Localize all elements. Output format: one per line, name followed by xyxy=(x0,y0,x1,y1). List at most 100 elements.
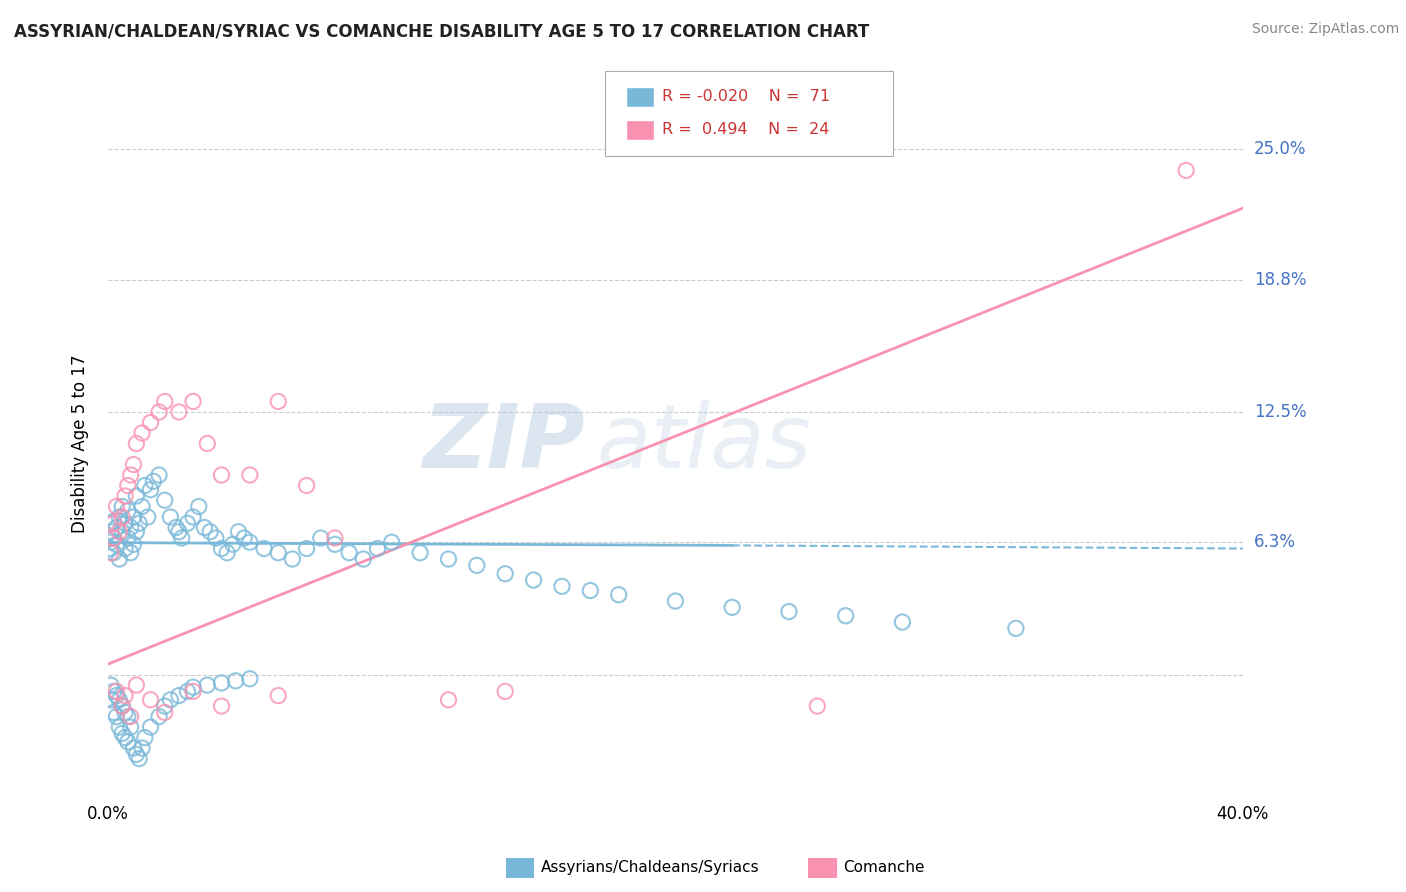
Point xyxy=(100,678,122,692)
Point xyxy=(267,546,290,560)
Point xyxy=(122,510,145,524)
Point xyxy=(117,735,139,749)
Text: ZIP: ZIP xyxy=(422,400,585,487)
Point xyxy=(153,699,176,714)
Point xyxy=(148,468,170,483)
Point xyxy=(139,720,162,734)
Point xyxy=(105,520,128,534)
Point xyxy=(239,672,262,686)
Point xyxy=(105,684,128,698)
Point xyxy=(721,600,744,615)
Point xyxy=(409,546,432,560)
Point xyxy=(108,720,131,734)
Point xyxy=(225,673,247,688)
Point xyxy=(148,405,170,419)
Point xyxy=(204,531,226,545)
Point xyxy=(381,535,404,549)
Point xyxy=(114,689,136,703)
Point xyxy=(579,583,602,598)
Point xyxy=(228,524,250,539)
Point xyxy=(139,483,162,497)
Point xyxy=(117,478,139,492)
Point xyxy=(211,468,233,483)
Point xyxy=(142,475,165,489)
Point xyxy=(114,516,136,531)
Point xyxy=(198,524,221,539)
Point xyxy=(111,510,134,524)
Point xyxy=(176,516,198,531)
Point xyxy=(1175,163,1198,178)
Point xyxy=(100,546,122,560)
Point xyxy=(100,524,122,539)
Point xyxy=(233,531,256,545)
Text: atlas: atlas xyxy=(596,401,811,486)
Point xyxy=(181,510,204,524)
Point xyxy=(222,537,245,551)
Point xyxy=(111,699,134,714)
Point xyxy=(120,520,142,534)
Point xyxy=(120,709,142,723)
Point xyxy=(128,516,150,531)
Point xyxy=(181,394,204,409)
Text: 25.0%: 25.0% xyxy=(1254,140,1306,159)
Point xyxy=(103,514,125,528)
Point xyxy=(100,535,122,549)
Point xyxy=(834,608,856,623)
Point xyxy=(165,520,187,534)
Point xyxy=(551,579,574,593)
Point xyxy=(153,394,176,409)
Text: R =  0.494    N =  24: R = 0.494 N = 24 xyxy=(662,122,830,136)
Point xyxy=(664,594,686,608)
Point xyxy=(159,510,181,524)
Point xyxy=(337,546,360,560)
Point xyxy=(105,689,128,703)
Text: 12.5%: 12.5% xyxy=(1254,403,1306,421)
Point xyxy=(108,510,131,524)
Point xyxy=(891,615,914,629)
Point xyxy=(111,699,134,714)
Point xyxy=(125,524,148,539)
Point xyxy=(134,731,156,745)
Point xyxy=(117,531,139,545)
Point xyxy=(211,541,233,556)
Point xyxy=(239,535,262,549)
Point xyxy=(122,741,145,756)
Point xyxy=(170,531,193,545)
Point xyxy=(108,552,131,566)
Point xyxy=(253,541,276,556)
Point xyxy=(153,706,176,720)
Point xyxy=(806,699,828,714)
Point xyxy=(167,524,190,539)
Point xyxy=(181,680,204,694)
Point xyxy=(437,693,460,707)
Point xyxy=(437,552,460,566)
Text: R = -0.020    N =  71: R = -0.020 N = 71 xyxy=(662,89,831,103)
Point xyxy=(167,405,190,419)
Point xyxy=(465,558,488,573)
Point xyxy=(494,684,516,698)
Point xyxy=(125,436,148,450)
Point xyxy=(100,693,122,707)
Point xyxy=(136,510,159,524)
Point xyxy=(111,726,134,740)
Point xyxy=(122,537,145,551)
Point xyxy=(111,500,134,514)
Point xyxy=(193,520,215,534)
Point xyxy=(100,541,122,556)
Point xyxy=(103,546,125,560)
Point xyxy=(176,684,198,698)
Point xyxy=(139,693,162,707)
Point xyxy=(607,588,630,602)
Text: ASSYRIAN/CHALDEAN/SYRIAC VS COMANCHE DISABILITY AGE 5 TO 17 CORRELATION CHART: ASSYRIAN/CHALDEAN/SYRIAC VS COMANCHE DIS… xyxy=(14,22,869,40)
Point xyxy=(523,573,546,587)
Point xyxy=(103,684,125,698)
Point xyxy=(125,678,148,692)
Point xyxy=(108,693,131,707)
Point xyxy=(211,676,233,690)
Point xyxy=(239,468,262,483)
Point xyxy=(103,516,125,531)
Point xyxy=(131,500,153,514)
Point xyxy=(167,689,190,703)
Point xyxy=(323,537,346,551)
Point xyxy=(323,531,346,545)
